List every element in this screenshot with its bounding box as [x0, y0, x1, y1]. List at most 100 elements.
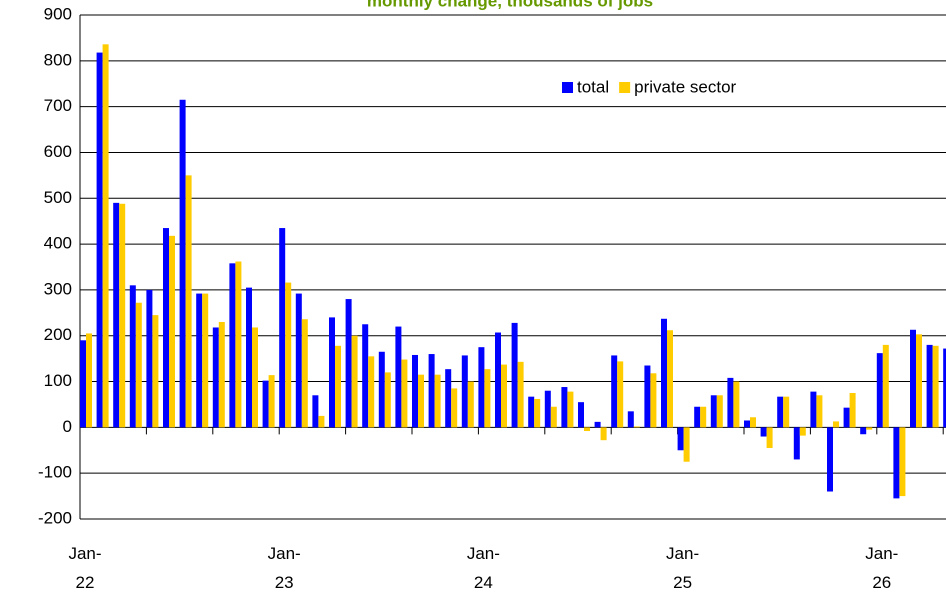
bar	[783, 396, 790, 428]
bar	[594, 421, 601, 428]
bar	[362, 324, 369, 428]
bar	[849, 393, 856, 428]
bar	[495, 332, 501, 428]
x-tick-label: Jan- 23	[267, 544, 301, 592]
bar	[534, 398, 541, 428]
bar	[578, 402, 584, 428]
bar	[584, 427, 590, 432]
bar	[329, 317, 335, 428]
bar	[418, 374, 424, 428]
bar	[617, 361, 624, 428]
bar	[445, 369, 452, 428]
bar	[700, 406, 707, 428]
bar	[202, 293, 209, 428]
bar	[866, 427, 873, 430]
bar	[710, 395, 717, 428]
bar	[80, 340, 86, 428]
x-tick-label: Jan- 26	[865, 544, 899, 592]
bar	[727, 377, 734, 428]
bar	[335, 345, 341, 428]
bar	[716, 395, 723, 428]
bar	[683, 427, 690, 462]
bar	[501, 364, 507, 428]
bar	[345, 299, 352, 428]
bar	[810, 391, 817, 428]
y-tick-label: 700	[44, 96, 72, 115]
bar	[129, 285, 136, 428]
bar	[876, 353, 883, 428]
bar	[312, 395, 319, 428]
bar	[750, 417, 756, 428]
bar	[932, 345, 939, 428]
legend-label: total	[577, 77, 609, 96]
bar	[395, 326, 402, 428]
bar	[434, 374, 441, 428]
y-tick-label: -100	[38, 463, 72, 482]
bar	[235, 261, 242, 428]
bar	[744, 420, 750, 428]
x-tick-label: Jan- 22	[68, 544, 102, 592]
bar	[766, 427, 773, 448]
bar	[677, 427, 684, 451]
bar	[517, 361, 524, 428]
legend-swatch	[562, 82, 573, 93]
bar	[163, 228, 169, 428]
y-tick-label: 800	[44, 50, 72, 69]
bar	[633, 426, 640, 428]
bar	[262, 380, 269, 428]
bar	[179, 99, 186, 428]
y-tick-label: 200	[44, 325, 72, 344]
bar	[910, 329, 916, 428]
x-tick-label: Jan- 25	[666, 544, 700, 592]
bar	[451, 388, 458, 428]
bar	[833, 421, 839, 428]
bar	[378, 351, 385, 428]
bar	[478, 347, 485, 428]
bar	[926, 344, 933, 428]
bar	[301, 319, 308, 428]
bar	[268, 375, 275, 428]
bar	[185, 175, 192, 428]
bar	[428, 354, 435, 428]
bar	[246, 287, 252, 428]
bar	[113, 202, 120, 428]
bar	[816, 395, 823, 428]
bar	[667, 330, 673, 428]
bar	[694, 406, 701, 428]
bar	[550, 406, 557, 428]
bar	[146, 289, 153, 428]
bar	[102, 44, 109, 428]
bar	[777, 396, 784, 428]
bar	[461, 355, 468, 428]
bar	[793, 427, 800, 460]
bar	[661, 318, 667, 428]
bar	[279, 228, 286, 428]
bar	[511, 322, 518, 428]
bar	[285, 282, 292, 428]
bar	[86, 333, 92, 428]
bar	[229, 263, 236, 428]
bar	[212, 327, 219, 428]
bar	[484, 369, 491, 428]
bar	[893, 427, 900, 499]
bar	[295, 293, 302, 428]
bar	[252, 327, 258, 428]
bar	[96, 52, 103, 428]
bar	[135, 302, 142, 428]
bar	[351, 335, 358, 428]
bar	[733, 381, 740, 428]
bar	[943, 348, 946, 428]
bar	[561, 387, 568, 428]
bar	[899, 427, 906, 497]
y-tick-label: 100	[44, 371, 72, 390]
y-tick-label: 600	[44, 142, 72, 161]
y-tick-label: 500	[44, 188, 72, 207]
bar	[799, 427, 806, 436]
y-tick-label: 300	[44, 279, 72, 298]
legend-label: private sector	[634, 77, 736, 96]
bar	[196, 293, 203, 428]
y-tick-label: 900	[44, 4, 72, 23]
bar	[152, 315, 159, 428]
